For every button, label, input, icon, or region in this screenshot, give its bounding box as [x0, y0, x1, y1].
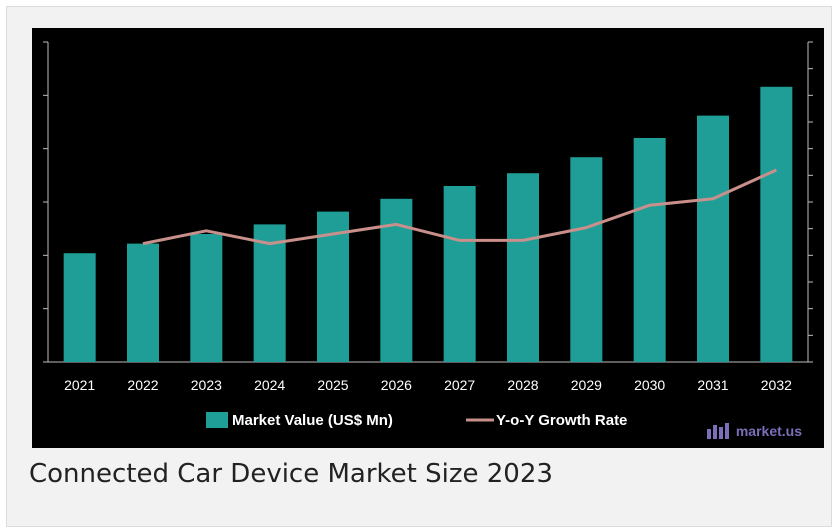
watermark-text: market.us	[735, 423, 802, 439]
x-tick-label-2023: 2023	[191, 377, 222, 393]
x-tick-label-2026: 2026	[381, 377, 412, 393]
growth-rate-line	[142, 168, 777, 246]
x-tick-label-2024: 2024	[254, 377, 285, 393]
x-tick-label-2030: 2030	[634, 377, 665, 393]
legend-label-growth-rate: Y-o-Y Growth Rate	[496, 412, 627, 429]
bar-2023	[190, 234, 223, 362]
x-tick-label-2022: 2022	[127, 377, 158, 393]
x-tick-label-2021: 2021	[64, 377, 95, 393]
figure-card: 2021 2022 2023 2024 2025 2026 2027 2028 2029 2030…	[6, 6, 832, 527]
chart-container: 2021 2022 2023 2024 2025 2026 2027 2028 2029 2030…	[32, 28, 824, 448]
bar-2030	[633, 138, 666, 362]
bar-2022	[127, 243, 159, 362]
figure-caption: Connected Car Device Market Size 2023	[29, 459, 553, 489]
x-tick-label-2032: 2032	[761, 377, 792, 393]
x-tick-label-2025: 2025	[317, 377, 348, 393]
x-tick-label-2031: 2031	[697, 377, 728, 393]
bar-2029	[570, 157, 603, 362]
x-tick-label-2029: 2029	[571, 377, 602, 393]
bar-2027	[443, 186, 476, 362]
watermark: market.us	[706, 422, 802, 440]
legend-swatch-market-value	[206, 412, 228, 428]
bar-2031	[697, 115, 729, 362]
bar-2024	[253, 224, 286, 362]
bar-2032	[760, 86, 793, 363]
bar-2028	[507, 173, 539, 362]
x-tick-label-2028: 2028	[507, 377, 538, 393]
x-tick-label-2027: 2027	[444, 377, 475, 393]
market-us-logo-icon	[706, 423, 729, 439]
bar-2021	[63, 253, 96, 362]
chart-svg: 2021 2022 2023 2024 2025 2026 2027 2028 2029 2030…	[43, 41, 813, 429]
legend-label-market-value: Market Value (US$ Mn)	[232, 412, 393, 429]
